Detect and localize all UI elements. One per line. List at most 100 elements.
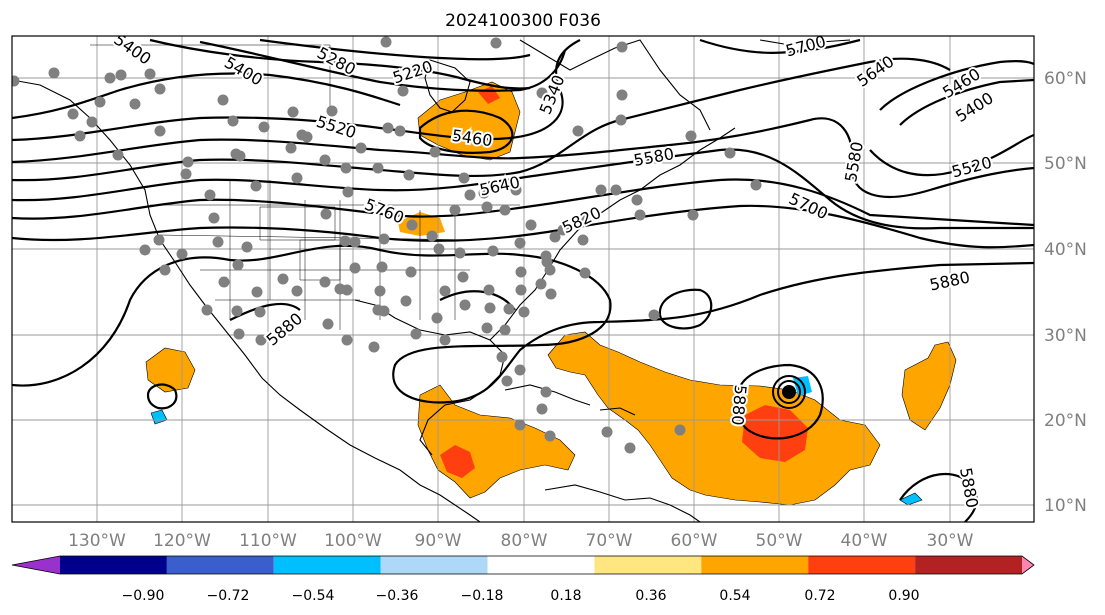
lon-label-70: 70°W bbox=[586, 531, 633, 551]
contour-label: 5460 bbox=[451, 126, 494, 150]
colorbar-swatch bbox=[487, 556, 595, 574]
station-dot bbox=[724, 147, 736, 159]
station-dot bbox=[557, 224, 569, 236]
contour-5580 bbox=[12, 117, 1034, 198]
station-dot bbox=[251, 286, 263, 298]
station-dot bbox=[368, 341, 380, 353]
station-dot bbox=[478, 187, 490, 199]
station-dot bbox=[454, 247, 466, 259]
station-dot bbox=[176, 248, 188, 260]
station-dot bbox=[518, 306, 530, 318]
contour-label: 5880 bbox=[728, 384, 750, 426]
station-dot bbox=[525, 219, 537, 231]
station-dot bbox=[544, 264, 556, 276]
station-dot bbox=[218, 276, 230, 288]
station-dot bbox=[212, 236, 224, 248]
colorbar-swatch bbox=[594, 556, 702, 574]
colorbar-swatch bbox=[808, 556, 916, 574]
station-dot bbox=[616, 41, 628, 53]
station-dot bbox=[484, 302, 496, 314]
contour-5340 bbox=[199, 40, 567, 92]
station-dot bbox=[319, 154, 331, 166]
colorbar-ticks: −0.90 −0.72 −0.54 −0.36 −0.18 0.18 0.36 … bbox=[122, 588, 920, 604]
station-dot bbox=[378, 233, 390, 245]
colorbar-swatches bbox=[12, 556, 1034, 574]
station-dot bbox=[115, 69, 127, 81]
station-dot bbox=[610, 184, 622, 196]
longitude-labels: 130°W 120°W 110°W 100°W 90°W 80°W 70°W 6… bbox=[68, 531, 974, 551]
coastline-cuba bbox=[504, 384, 591, 406]
station-dot bbox=[687, 209, 699, 221]
lat-label-60: 60°N bbox=[1044, 69, 1087, 89]
station-dot bbox=[129, 98, 141, 110]
station-dot bbox=[499, 204, 511, 216]
colorbar-swatch bbox=[701, 556, 809, 574]
station-dot bbox=[481, 322, 493, 334]
colorbar: −0.90 −0.72 −0.54 −0.36 −0.18 0.18 0.36 … bbox=[11, 555, 1035, 604]
colorbar-swatch bbox=[1022, 556, 1034, 574]
latitude-labels: 60°N 50°N 40°N 30°N 20°N 10°N bbox=[1044, 69, 1087, 516]
station-dot bbox=[144, 68, 156, 80]
station-dot bbox=[349, 236, 361, 248]
station-dot bbox=[74, 130, 86, 142]
station-dot bbox=[514, 364, 526, 376]
station-dot bbox=[182, 156, 194, 168]
colorbar-tick-label: 0.36 bbox=[635, 588, 666, 604]
station-dot bbox=[515, 266, 527, 278]
station-dot bbox=[406, 219, 418, 231]
station-dot bbox=[380, 36, 392, 48]
station-dot bbox=[403, 169, 415, 181]
station-dot bbox=[579, 214, 591, 226]
station-dot bbox=[339, 235, 351, 247]
station-dot bbox=[634, 209, 646, 221]
contour-5820 bbox=[12, 204, 1034, 249]
station-dot bbox=[201, 304, 213, 316]
station-dot bbox=[577, 234, 589, 246]
station-dot bbox=[545, 288, 557, 300]
station-dot bbox=[326, 105, 338, 117]
station-dot bbox=[86, 116, 98, 128]
station-dot bbox=[458, 172, 470, 184]
station-dot bbox=[601, 426, 613, 438]
station-dot bbox=[48, 67, 60, 79]
contour-5700-greenland bbox=[699, 38, 861, 54]
station-dot bbox=[104, 72, 116, 84]
contour-5880-storm bbox=[737, 363, 824, 440]
station-dot bbox=[750, 179, 762, 191]
station-dot bbox=[410, 328, 422, 340]
contour-5520-east bbox=[869, 133, 1034, 177]
station-dot bbox=[233, 328, 245, 340]
station-dot bbox=[514, 419, 526, 431]
station-dot bbox=[544, 430, 556, 442]
colorbar-swatch bbox=[915, 556, 1022, 574]
station-dot bbox=[549, 231, 561, 243]
station-dot bbox=[232, 259, 244, 271]
lat-label-20: 20°N bbox=[1044, 411, 1087, 431]
station-dot bbox=[510, 184, 522, 196]
station-dot bbox=[320, 208, 332, 220]
contour-5760 bbox=[12, 178, 1034, 227]
anomaly-region-strong-atlantic bbox=[742, 405, 808, 462]
lon-label-40: 40°W bbox=[841, 531, 888, 551]
contour-5280 bbox=[149, 38, 531, 90]
station-dot bbox=[685, 130, 697, 142]
lon-label-50: 50°W bbox=[756, 531, 803, 551]
station-dot bbox=[258, 121, 270, 133]
anomaly-region-negative-atlantic bbox=[899, 492, 923, 506]
station-dot bbox=[296, 129, 308, 141]
station-dot bbox=[595, 184, 607, 196]
station-dot bbox=[464, 189, 476, 201]
coastline-south-america bbox=[544, 484, 701, 522]
colorbar-tick-label: 0.90 bbox=[888, 588, 919, 604]
lon-label-30: 30°W bbox=[927, 531, 974, 551]
station-dot bbox=[180, 168, 192, 180]
station-dot bbox=[355, 142, 367, 154]
station-dot bbox=[536, 403, 548, 415]
station-dot bbox=[459, 299, 471, 311]
contour-5880-subtropical bbox=[12, 244, 1034, 404]
station-dot bbox=[340, 162, 352, 174]
station-dot bbox=[154, 83, 166, 95]
station-dot bbox=[153, 234, 165, 246]
station-dot bbox=[487, 245, 499, 257]
